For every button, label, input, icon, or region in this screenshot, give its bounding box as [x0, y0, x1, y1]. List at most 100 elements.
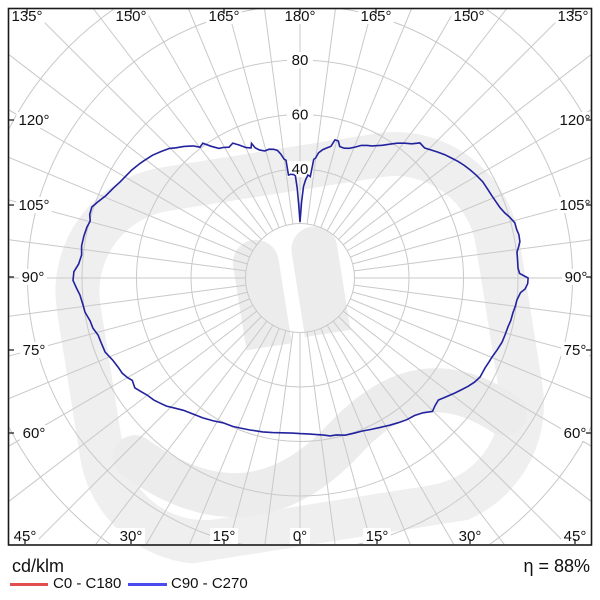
radial-label-halo	[287, 52, 313, 68]
angle-label-halo	[210, 528, 238, 544]
angle-label-halo	[282, 8, 318, 24]
angle-ticks	[9, 9, 591, 544]
unit-label: cd/klm	[12, 556, 65, 576]
angle-label-halo	[557, 112, 593, 128]
polar-grid-spoke	[189, 328, 280, 544]
angle-label: 150°	[453, 8, 484, 25]
angle-label: 150°	[115, 8, 146, 25]
polar-grid-spoke	[93, 9, 268, 236]
angle-label: 120°	[559, 112, 590, 129]
polar-grid-spoke	[350, 298, 591, 399]
polar-grid-spoke	[33, 316, 262, 544]
chart-frame	[7, 7, 593, 546]
polar-grid-spoke	[353, 239, 591, 272]
angle-label: 60°	[564, 425, 587, 442]
polar-grid-spoke	[353, 284, 591, 317]
angle-label: 135°	[11, 8, 42, 25]
angle-label-halo	[19, 269, 47, 285]
polar-grid-spoke	[332, 9, 507, 236]
angle-label-halo	[289, 528, 311, 544]
polar-grid-spoke	[313, 330, 372, 544]
radial-label-halo	[287, 161, 313, 177]
polar-grid-spoke	[313, 9, 373, 226]
angle-label-halo	[557, 197, 593, 213]
radial-label-halo	[287, 106, 313, 123]
polar-grid-spoke	[306, 9, 336, 225]
angle-label-halo	[9, 8, 45, 24]
polar-grid-spoke	[9, 54, 258, 246]
angle-label: 75°	[564, 342, 587, 359]
watermark-pin-left	[232, 239, 292, 351]
angle-label: 60°	[23, 425, 46, 442]
angle-label-halo	[11, 528, 39, 544]
polar-grid-spoke	[320, 328, 411, 544]
angle-label: 165°	[360, 8, 391, 25]
angle-label: 90°	[565, 269, 588, 286]
angle-label: 15°	[213, 528, 236, 545]
polar-grid-spoke	[9, 291, 248, 357]
angle-label: 45°	[14, 528, 37, 545]
polar-grid-spoke	[342, 310, 591, 502]
polar-grid-spoke	[9, 310, 258, 502]
angle-label-halo	[20, 425, 48, 441]
angle-label: 165°	[208, 8, 239, 25]
legend-swatch-c0-c180	[10, 583, 48, 586]
angle-label-halo	[555, 8, 591, 24]
angle-label-halo	[363, 528, 391, 544]
polar-grid-spoke	[9, 304, 254, 447]
polar-grid-spoke	[320, 9, 412, 228]
angle-label-halo	[561, 528, 589, 544]
polar-grid-spoke	[95, 320, 268, 544]
angle-label-halo	[113, 8, 149, 24]
angle-label-halo	[561, 425, 589, 441]
angle-label-halo	[358, 8, 394, 24]
polar-grid-spoke	[228, 330, 287, 544]
polar-grid-spoke	[188, 9, 280, 228]
angle-label: 120°	[18, 112, 49, 129]
polar-grid-spoke	[338, 316, 567, 544]
legend-swatch-c90-c270	[128, 583, 167, 586]
angle-label-halo	[456, 528, 484, 544]
angle-label: 30°	[459, 528, 482, 545]
polar-grid-spoke	[9, 157, 250, 258]
legend: C0 - C180 C90 - C270	[0, 575, 600, 595]
radial-value-label: 60	[292, 107, 309, 124]
angle-label-halo	[206, 8, 242, 24]
angle-label-halo	[16, 197, 52, 213]
angle-label: 75°	[23, 342, 46, 359]
polar-grid-spoke	[9, 298, 250, 399]
angle-label: 180°	[284, 8, 315, 25]
angle-labels: 135° 150° 165° 180° 165° 150° 135° 120° 105° 90° 7…	[9, 8, 593, 545]
legend-label-c90-c270: C90 - C270	[171, 575, 248, 592]
polar-grid-spoke	[326, 324, 455, 544]
polar-grid-spoke	[306, 331, 336, 544]
radial-value-label: 80	[292, 52, 309, 69]
polar-grid-spoke	[227, 9, 287, 226]
angle-label: 105°	[559, 197, 590, 214]
polar-grid-spoke	[9, 109, 254, 252]
polar-grid-spoke	[326, 9, 456, 232]
angle-label: 135°	[557, 8, 588, 25]
angle-label-halo	[561, 342, 589, 358]
watermark-swoosh	[112, 368, 527, 517]
polar-grid-spoke	[9, 284, 247, 317]
angle-label: 15°	[366, 528, 389, 545]
polar-grid-spoke	[346, 304, 591, 447]
radial-value-labels: 40 60 80	[287, 52, 313, 178]
polar-grid-spoke	[264, 9, 294, 225]
polar-grid-spoke	[350, 157, 591, 258]
polar-grid-spoke	[264, 331, 294, 544]
polar-grid-spoke	[144, 9, 274, 232]
angle-label: 30°	[120, 528, 143, 545]
polar-grid-spoke	[9, 239, 247, 272]
angle-label-halo	[20, 342, 48, 358]
angle-label: 105°	[18, 197, 49, 214]
polar-grid-spoke	[352, 199, 591, 265]
polar-grid-spoke	[342, 54, 591, 246]
angle-label-halo	[562, 269, 590, 285]
curve-c90-c270	[72, 138, 529, 437]
radial-value-label: 40	[292, 161, 309, 178]
angle-label: 45°	[564, 528, 587, 545]
